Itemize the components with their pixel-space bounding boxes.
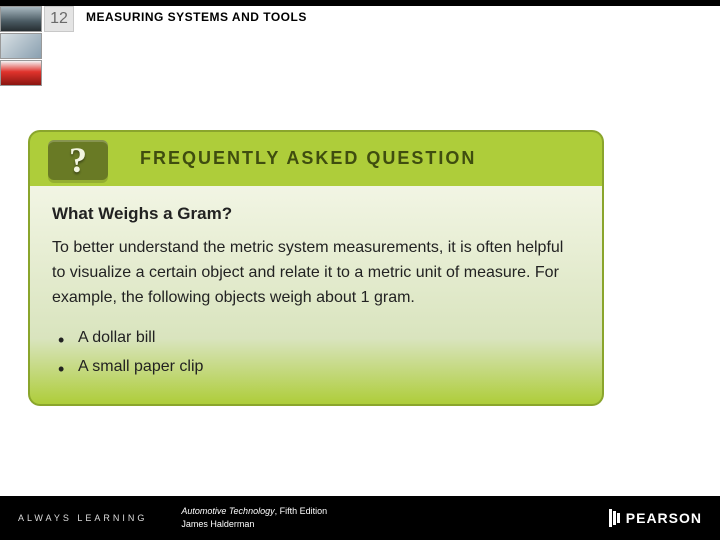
thumb-engine-parts [0,33,42,59]
page-footer: ALWAYS LEARNING Automotive Technology, F… [0,496,720,540]
faq-card: ? FREQUENTLY ASKED QUESTION What Weighs … [28,130,604,406]
publisher-name: PEARSON [626,510,702,526]
thumbnail-column [0,6,42,87]
publisher-logo: PEARSON [609,509,702,527]
book-edition: , Fifth Edition [275,506,328,516]
chapter-title: MEASURING SYSTEMS AND TOOLS [86,10,307,24]
faq-bullet-list: A dollar bill A small paper clip [52,324,580,382]
faq-header-tab: ? FREQUENTLY ASKED QUESTION [28,130,604,186]
faq-heading: FREQUENTLY ASKED QUESTION [140,148,476,169]
book-author: James Halderman [181,519,254,529]
faq-paragraph: To better understand the metric system m… [52,236,580,310]
book-meta: Automotive Technology, Fifth Edition Jam… [181,505,327,530]
pearson-bars-icon [609,509,620,527]
list-item: A dollar bill [56,324,580,353]
question-mark-icon-box: ? [48,140,108,180]
tagline: ALWAYS LEARNING [18,513,147,523]
book-title: Automotive Technology [181,506,274,516]
question-mark-icon: ? [69,139,87,181]
thumb-car-front [0,6,42,32]
faq-body: What Weighs a Gram? To better understand… [28,186,604,406]
thumb-red-car [0,60,42,86]
page-header: 12 MEASURING SYSTEMS AND TOOLS [0,6,720,88]
list-item: A small paper clip [56,353,580,382]
chapter-number: 12 [44,6,74,32]
faq-question: What Weighs a Gram? [52,204,580,224]
